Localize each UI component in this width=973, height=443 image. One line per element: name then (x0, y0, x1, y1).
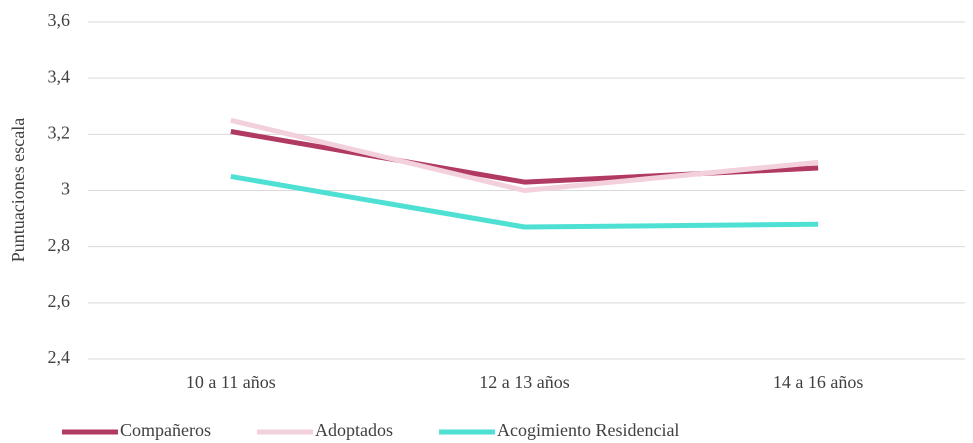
y-tick-label: 2,8 (48, 235, 71, 255)
series-line (230, 117, 819, 193)
legend-label: Adoptados (315, 420, 393, 440)
legend-label: Compañeros (120, 420, 211, 440)
x-tick-label: 14 a 16 años (773, 372, 863, 392)
x-tick-label: 10 a 11 años (186, 372, 276, 392)
y-axis-label: Puntuaciones escala (8, 118, 28, 262)
y-tick-label: 3,4 (48, 66, 71, 86)
x-tick-label: 12 a 13 años (479, 372, 569, 392)
y-tick-label: 2,4 (48, 347, 71, 367)
y-tick-label: 2,6 (48, 291, 71, 311)
series-line (230, 173, 819, 230)
legend-label: Acogimiento Residencial (497, 420, 679, 440)
y-tick-label: 3 (61, 179, 70, 199)
y-tick-label: 3,6 (48, 10, 71, 30)
y-tick-label: 3,2 (48, 122, 71, 142)
